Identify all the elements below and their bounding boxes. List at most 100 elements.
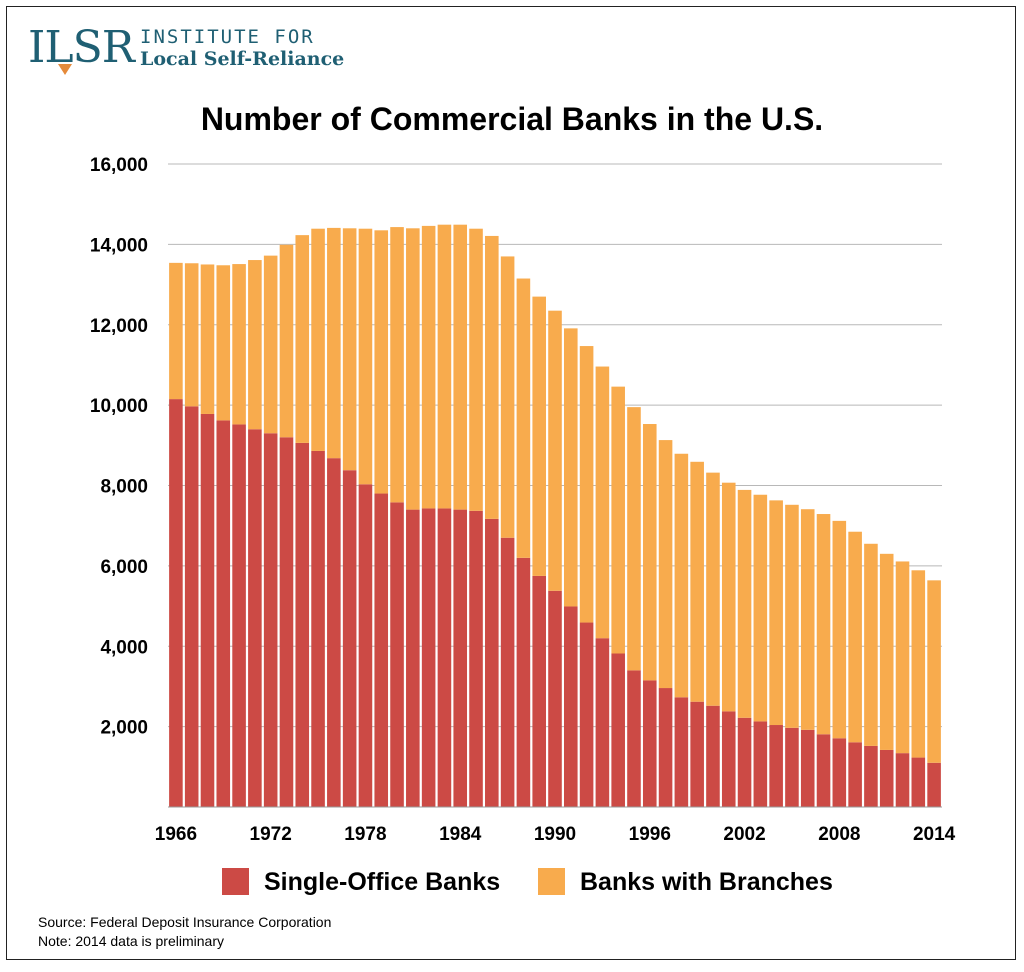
- bar-branches: [721, 482, 736, 712]
- bar-branches: [579, 346, 594, 623]
- bar-single-office: [184, 406, 199, 807]
- bar-single-office: [642, 680, 657, 807]
- bar-branches: [564, 328, 578, 607]
- y-tick-label: 2,000: [100, 718, 148, 739]
- bar-branches: [437, 224, 452, 509]
- bar-single-office: [516, 557, 531, 807]
- bar-branches: [800, 509, 815, 730]
- bar-branches: [532, 296, 546, 576]
- x-tick-label: 2002: [723, 824, 765, 845]
- bar-branches: [327, 227, 341, 459]
- bar-single-office: [200, 413, 215, 807]
- bar-single-office: [374, 493, 389, 807]
- bar-branches: [658, 440, 673, 689]
- bar-single-office: [295, 442, 310, 807]
- bar-single-office: [864, 745, 878, 807]
- bar-branches: [311, 228, 325, 451]
- bar-single-office: [690, 701, 704, 807]
- bar-branches: [232, 264, 246, 425]
- bar-single-office: [406, 509, 420, 807]
- bar-single-office: [532, 575, 546, 807]
- bar-single-office: [721, 711, 736, 807]
- bar-branches: [674, 453, 689, 698]
- legend-swatch-branches: [538, 868, 565, 895]
- bar-branches: [690, 461, 704, 702]
- bar-single-office: [216, 420, 231, 807]
- bar-single-office: [706, 705, 720, 807]
- bar-branches: [627, 407, 641, 671]
- bar-single-office: [816, 734, 831, 807]
- bar-single-office: [232, 424, 246, 807]
- x-tick-label: 1978: [344, 824, 386, 845]
- bar-branches: [342, 228, 357, 471]
- logo-text-line1: INSTITUTE FOR: [140, 26, 315, 48]
- bar-branches: [374, 230, 389, 494]
- y-tick-label: 4,000: [100, 637, 148, 658]
- bar-single-office: [911, 757, 926, 807]
- bar-branches: [611, 386, 625, 654]
- logo-text-line2: Local Self-Reliance: [140, 48, 345, 70]
- bar-single-office: [753, 721, 768, 807]
- bar-branches: [295, 235, 310, 443]
- bar-branches: [642, 424, 657, 681]
- x-tick-label: 1990: [534, 824, 576, 845]
- bar-branches: [248, 260, 262, 430]
- bar-single-office: [769, 725, 783, 807]
- bar-branches: [485, 235, 499, 519]
- y-tick-label: 10,000: [90, 396, 148, 417]
- bar-single-office: [737, 717, 752, 807]
- bar-single-office: [832, 738, 847, 807]
- bar-single-office: [595, 638, 610, 807]
- x-tick-label: 1984: [439, 824, 482, 845]
- bar-branches: [927, 580, 941, 763]
- bar-branches: [390, 227, 404, 503]
- bar-branches: [263, 255, 278, 434]
- y-tick-label: 8,000: [100, 477, 148, 498]
- bar-single-office: [169, 399, 183, 807]
- y-tick-label: 12,000: [90, 316, 148, 337]
- bar-branches: [184, 263, 199, 407]
- bar-branches: [785, 504, 799, 728]
- bar-single-office: [500, 537, 515, 807]
- bar-branches: [737, 489, 752, 718]
- bar-branches: [358, 228, 373, 485]
- bar-single-office: [390, 502, 404, 807]
- bar-single-office: [564, 606, 578, 807]
- bar-single-office: [421, 508, 436, 807]
- chart-title: Number of Commercial Banks in the U.S.: [200, 101, 824, 137]
- bar-branches: [706, 472, 720, 706]
- bar-branches: [848, 531, 862, 743]
- bar-single-office: [658, 688, 673, 807]
- bar-single-office: [879, 749, 894, 807]
- bar-branches: [421, 225, 436, 509]
- bar-branches: [406, 228, 420, 510]
- bar-branches: [279, 244, 294, 438]
- bar-single-office: [485, 518, 499, 807]
- bar-single-office: [785, 727, 799, 807]
- bar-branches: [864, 543, 878, 746]
- legend-label-branches: Banks with Branches: [580, 868, 833, 896]
- bar-branches: [200, 264, 215, 414]
- bar-branches: [832, 520, 847, 739]
- legend-label-single-office: Single-Office Banks: [264, 868, 501, 896]
- bar-branches: [895, 561, 910, 754]
- bar-branches: [500, 256, 515, 538]
- x-tick-label: 1972: [250, 824, 292, 845]
- bar-single-office: [342, 470, 357, 807]
- logo-triangle-icon: [58, 64, 72, 75]
- y-tick-label: 14,000: [90, 235, 148, 256]
- bar-branches: [595, 366, 610, 639]
- bar-single-office: [674, 697, 689, 807]
- x-tick-label: 2008: [818, 824, 860, 845]
- data-note: Note: 2014 data is preliminary: [38, 933, 224, 949]
- legend-swatch-single-office: [222, 868, 249, 895]
- bar-branches: [216, 265, 231, 421]
- bar-single-office: [579, 622, 594, 807]
- bar-single-office: [437, 508, 452, 807]
- bar-single-office: [627, 670, 641, 807]
- bar-single-office: [469, 510, 483, 807]
- bar-branches: [516, 278, 531, 558]
- bar-single-office: [848, 742, 862, 807]
- y-tick-label: 16,000: [90, 155, 148, 176]
